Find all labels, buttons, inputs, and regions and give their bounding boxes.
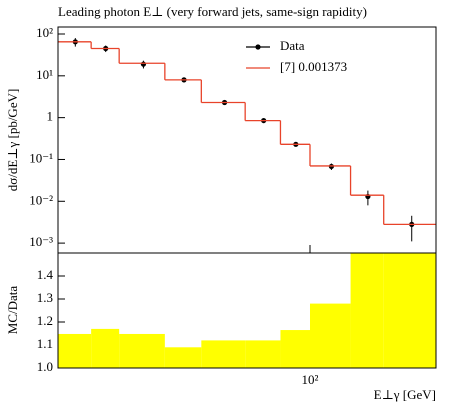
ratio-band (245, 340, 281, 368)
legend-marker (255, 44, 261, 50)
legend-label: Data (280, 38, 305, 53)
y-tick-label: 10¹ (36, 67, 53, 82)
y-tick-label: 10⁻¹ (29, 150, 53, 165)
x-tick-label: 10² (302, 372, 319, 387)
y-tick-label: 1.2 (37, 313, 53, 328)
y-tick-label: 10⁻² (29, 192, 53, 207)
legend-label: [7] 0.001373 (280, 59, 347, 74)
ratio-axis-label: MC/Data (5, 286, 20, 335)
ratio-band (91, 328, 120, 368)
y-tick-label: 10² (36, 25, 53, 40)
y-tick-label: 10⁻³ (29, 234, 53, 249)
ratio-frame (57, 252, 437, 369)
y-tick-label: 1.3 (37, 290, 53, 305)
ratio-band (119, 333, 165, 368)
main-frame (57, 26, 437, 254)
x-axis-label: E⊥γ [GeV] (374, 387, 436, 402)
data-point (140, 61, 147, 67)
ratio-band (350, 253, 384, 368)
ratio-band (58, 333, 92, 368)
y-tick-label: 1 (47, 109, 54, 124)
y-axis-label: dσ/dE⊥γ [pb/GeV] (5, 89, 20, 192)
ratio-band (280, 330, 310, 368)
chart-title: Leading photon E⊥ (very forward jets, sa… (58, 4, 367, 19)
ratio-band (164, 347, 202, 368)
plot-area: 10⁻³ 10⁻² 10⁻¹ 1 10¹ 10² Data [7] 0.001373 1.0 1.… (29, 25, 436, 387)
y-tick-label: 1.0 (37, 359, 53, 374)
ratio-band (383, 253, 436, 368)
y-tick-label: 1.1 (37, 336, 53, 351)
ratio-band (310, 303, 351, 368)
ratio-band (201, 340, 246, 368)
y-tick-label: 1.4 (37, 267, 54, 282)
